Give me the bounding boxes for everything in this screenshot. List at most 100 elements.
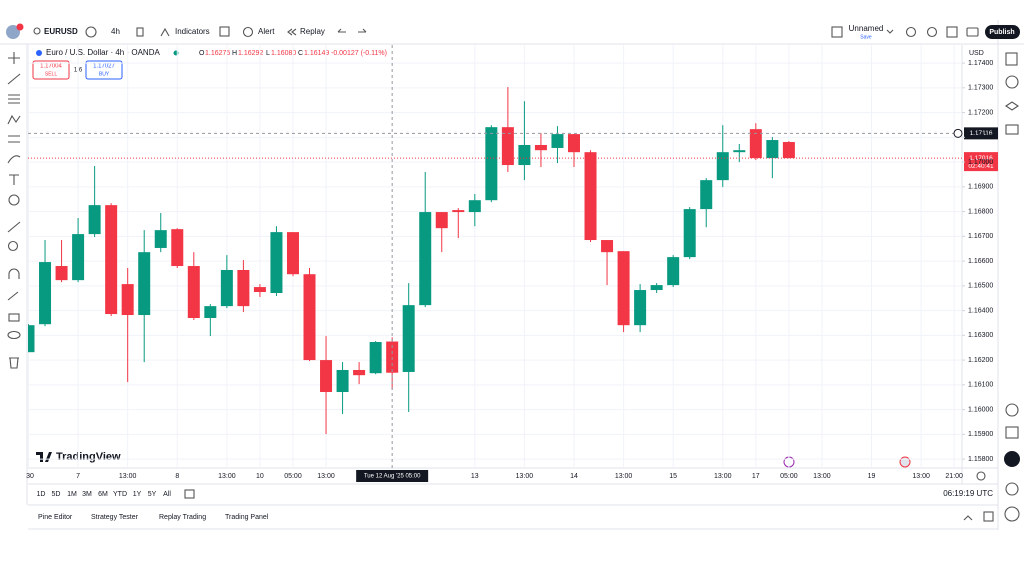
watchlist-icon[interactable] xyxy=(1005,52,1018,66)
candle-body xyxy=(402,305,415,372)
range-button[interactable]: 1M xyxy=(67,491,77,498)
panel-tab[interactable]: Trading Panel xyxy=(225,514,269,521)
crosshair-tool[interactable] xyxy=(8,52,20,64)
x-tick-label: 21:00 xyxy=(945,473,963,480)
fib-tool[interactable] xyxy=(8,94,20,104)
layout-menu-icon[interactable] xyxy=(886,29,894,34)
range-button[interactable]: 6M xyxy=(98,491,108,498)
publish-button-bg[interactable] xyxy=(985,25,1020,39)
range-button[interactable]: 3M xyxy=(82,491,92,498)
buy-button[interactable] xyxy=(85,60,123,80)
layout-name[interactable]: Unnamed xyxy=(849,24,884,33)
crosshair-price-label: 1.17116 xyxy=(969,130,992,137)
buy-label[interactable]: BUY xyxy=(99,71,110,77)
quick-search-icon[interactable] xyxy=(905,26,917,38)
emoji-tool[interactable] xyxy=(8,194,20,206)
sell-button[interactable] xyxy=(32,60,70,80)
maximize-icon[interactable] xyxy=(983,511,994,522)
interval[interactable]: 4h xyxy=(111,27,120,36)
undo-icon[interactable] xyxy=(337,28,346,33)
settings-icon[interactable] xyxy=(926,26,938,38)
x-tick-label: 17 xyxy=(752,473,760,480)
snapshot-icon[interactable] xyxy=(966,27,979,37)
x-tick-label: 13:00 xyxy=(714,473,732,480)
countdown: 02:40:41 xyxy=(968,163,994,170)
trendline-tool[interactable] xyxy=(7,73,21,85)
candle-body xyxy=(171,229,184,267)
calendar-icon[interactable] xyxy=(1005,426,1019,439)
candle-body xyxy=(534,144,547,151)
clock: 06:19:19 UTC xyxy=(943,489,993,498)
candle-body xyxy=(452,210,465,213)
x-tick-label: 15 xyxy=(669,473,677,480)
legend-title: Euro / U.S. Dollar · 4h · OANDA xyxy=(46,48,160,57)
add-symbol-icon[interactable] xyxy=(85,26,97,38)
range-button[interactable]: 5Y xyxy=(148,491,157,498)
candle-body xyxy=(121,284,134,316)
delete-tool[interactable] xyxy=(9,357,19,369)
candle-body xyxy=(749,129,762,159)
range-button[interactable]: 1Y xyxy=(133,491,142,498)
legend-high: 1.16292 xyxy=(238,50,263,57)
ruler-tool[interactable] xyxy=(7,221,21,233)
panel-tab[interactable]: Pine Editor xyxy=(38,514,73,521)
candle-body xyxy=(270,232,283,294)
time-axis-settings[interactable] xyxy=(976,471,986,481)
symbol-flag xyxy=(36,50,42,56)
alerts-icon[interactable] xyxy=(1005,75,1019,89)
range-button[interactable]: 1D xyxy=(37,491,46,498)
date-range-icon[interactable] xyxy=(184,489,195,499)
sell-label[interactable]: SELL xyxy=(45,71,57,77)
lock-tool[interactable] xyxy=(8,313,20,322)
products-icon[interactable] xyxy=(1004,451,1020,467)
range-button[interactable]: 5D xyxy=(52,491,61,498)
collapse-icon[interactable] xyxy=(963,515,973,521)
y-tick-label: 1.16800 xyxy=(968,208,993,215)
candle-body xyxy=(28,325,35,353)
layers-icon[interactable] xyxy=(1005,101,1019,111)
candle-body xyxy=(733,150,746,153)
stay-drawing-tool[interactable] xyxy=(7,291,19,301)
buy-price[interactable]: 1.17027 xyxy=(93,64,115,70)
text-tool[interactable] xyxy=(9,174,19,185)
sell-price[interactable]: 1.17004 xyxy=(40,64,62,70)
drawing-tools xyxy=(7,52,21,369)
candle-body xyxy=(39,262,52,325)
avatar[interactable] xyxy=(6,25,20,39)
replay-button[interactable]: Replay xyxy=(300,27,325,36)
candle-body xyxy=(567,134,580,153)
projection-tool[interactable] xyxy=(8,135,20,143)
currency[interactable]: USD xyxy=(969,50,984,57)
add-alert-button[interactable] xyxy=(953,128,963,138)
zoom-tool[interactable] xyxy=(7,240,19,252)
help-icon[interactable] xyxy=(1004,506,1020,522)
candle-body xyxy=(518,144,531,166)
indicators-button[interactable]: Indicators xyxy=(175,27,210,36)
alert-button[interactable]: Alert xyxy=(258,27,275,36)
candle-body xyxy=(286,232,299,275)
broadcast-icon[interactable] xyxy=(1005,482,1019,496)
pattern-tool[interactable] xyxy=(7,114,21,125)
magnet-tool[interactable] xyxy=(8,268,20,279)
x-tick-label: 13:00 xyxy=(119,473,137,480)
chat-icon[interactable] xyxy=(1005,124,1019,135)
hide-tool[interactable] xyxy=(7,330,21,340)
y-tick-label: 1.16500 xyxy=(968,283,993,290)
brush-tool[interactable] xyxy=(7,155,21,164)
economic-event[interactable] xyxy=(899,456,911,468)
target-icon[interactable] xyxy=(1005,403,1019,417)
panel-tab[interactable]: Strategy Tester xyxy=(91,514,139,521)
x-tick-label: 19 xyxy=(868,473,876,480)
legend-close-label: C xyxy=(298,50,303,57)
chart-type-icon[interactable] xyxy=(136,27,144,37)
fullscreen-icon[interactable] xyxy=(946,26,958,38)
redo-icon[interactable] xyxy=(358,28,367,33)
range-button[interactable]: All xyxy=(163,491,171,498)
legend-change: -0.00127 (-0.11%) xyxy=(331,50,387,57)
templates-icon[interactable] xyxy=(219,26,230,37)
candle-body xyxy=(336,369,349,393)
panel-tab[interactable]: Replay Trading xyxy=(159,514,206,521)
range-button[interactable]: YTD xyxy=(113,491,127,498)
symbol[interactable]: EURUSD xyxy=(44,27,78,36)
publish-button[interactable]: Publish xyxy=(989,29,1014,36)
